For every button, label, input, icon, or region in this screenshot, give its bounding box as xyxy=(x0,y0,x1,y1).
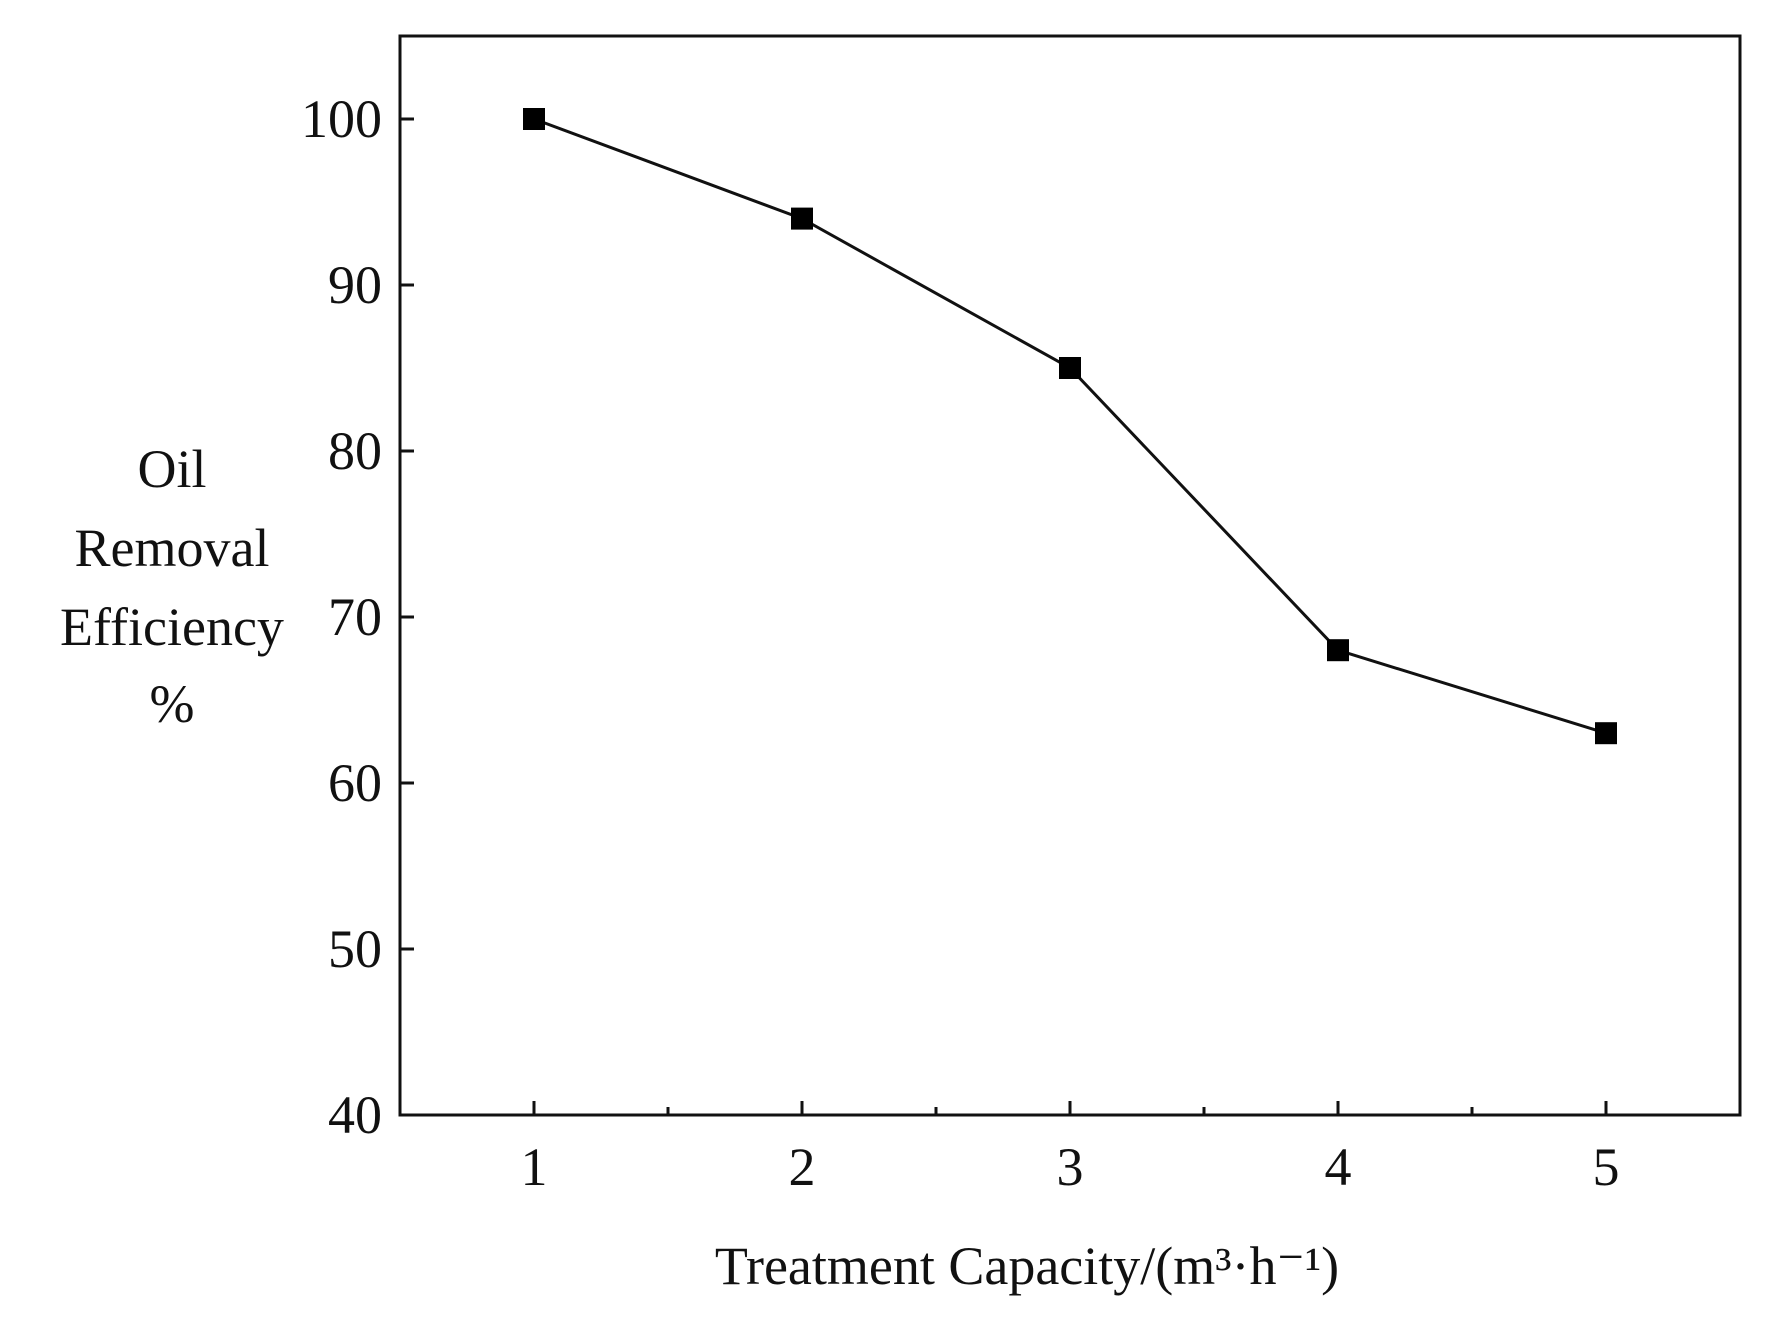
data-point-marker xyxy=(1059,357,1081,379)
x-tick-label: 1 xyxy=(521,1137,548,1197)
y-axis-label-line-3: Efficiency xyxy=(60,597,284,657)
y-axis-label-line-4: % xyxy=(150,674,195,734)
y-axis-label-line-2: Removal xyxy=(75,518,270,578)
x-tick-label: 3 xyxy=(1057,1137,1084,1197)
series-layer xyxy=(523,108,1617,745)
y-axis-label-line-1: Oil xyxy=(137,439,206,499)
x-tick-label: 5 xyxy=(1593,1137,1620,1197)
y-tick-label: 40 xyxy=(328,1085,382,1145)
x-axis-label: Treatment Capacity/(m³·h⁻¹) xyxy=(715,1236,1339,1296)
y-axis-label: Oil Removal Efficiency % xyxy=(60,439,284,734)
series-line xyxy=(533,117,1607,735)
y-tick-label: 90 xyxy=(328,255,382,315)
y-tick-label: 50 xyxy=(328,919,382,979)
y-tick-label: 60 xyxy=(328,753,382,813)
x-axis-ticks: 1 2 3 4 5 xyxy=(521,1101,1620,1197)
data-point-marker xyxy=(791,207,813,230)
y-tick-label: 70 xyxy=(328,587,382,647)
y-axis-ticks: 40 50 60 70 80 90 100 xyxy=(301,89,414,1145)
y-tick-label: 80 xyxy=(328,421,382,481)
x-tick-label: 4 xyxy=(1325,1137,1352,1197)
data-point-marker xyxy=(1595,722,1617,745)
data-point-marker xyxy=(1327,639,1349,662)
data-point-marker xyxy=(523,108,545,130)
x-tick-label: 2 xyxy=(789,1137,816,1197)
plot-frame xyxy=(398,34,1742,1117)
y-tick-label: 100 xyxy=(301,89,382,149)
